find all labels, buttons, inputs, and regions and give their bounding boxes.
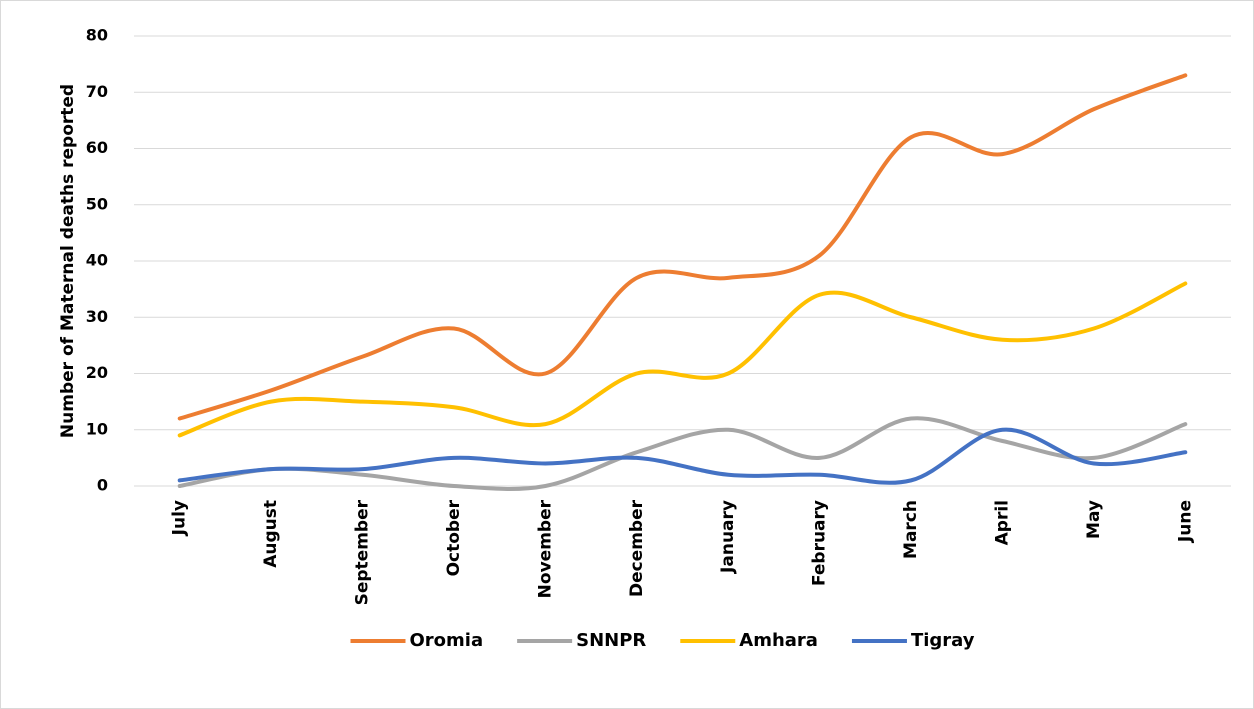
x-tick-label: October [444,499,464,576]
series-line [177,281,1188,438]
x-tick-label: September [353,499,373,605]
y-tick-label: 50 [86,194,108,213]
x-tick-label: March [901,500,921,559]
y-tick-label: 60 [86,138,108,157]
x-tick-label: May [1084,500,1104,539]
series-line [177,73,1188,421]
x-tick-label: April [992,500,1012,545]
x-tick-label: January [718,500,738,574]
y-tick-label: 30 [86,307,108,326]
y-tick-label: 0 [97,476,108,495]
x-tick-label: August [261,500,281,568]
y-tick-label: 20 [86,363,108,382]
y-axis-label: Number of Maternal deaths reported [58,84,78,438]
x-tick-label: July [170,500,190,536]
x-tick-label: June [1175,500,1195,543]
x-tick-label: November [535,499,555,598]
legend-label: Tigray [911,630,975,651]
x-tick-label: December [627,499,647,597]
legend-label: Oromia [410,630,484,651]
legend-label: Amhara [739,630,818,651]
series-line [177,427,1188,485]
y-tick-label: 80 [86,26,108,45]
y-tick-label: 40 [86,251,108,270]
y-tick-label: 10 [86,419,108,438]
series-line [177,416,1188,491]
legend-label: SNNPR [576,630,646,651]
y-tick-label: 70 [86,82,108,101]
x-tick-label: February [810,500,830,586]
